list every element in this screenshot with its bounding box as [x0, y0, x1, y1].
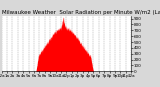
Text: Milwaukee Weather  Solar Radiation per Minute W/m2 (Last 24 Hours): Milwaukee Weather Solar Radiation per Mi… [2, 10, 160, 15]
